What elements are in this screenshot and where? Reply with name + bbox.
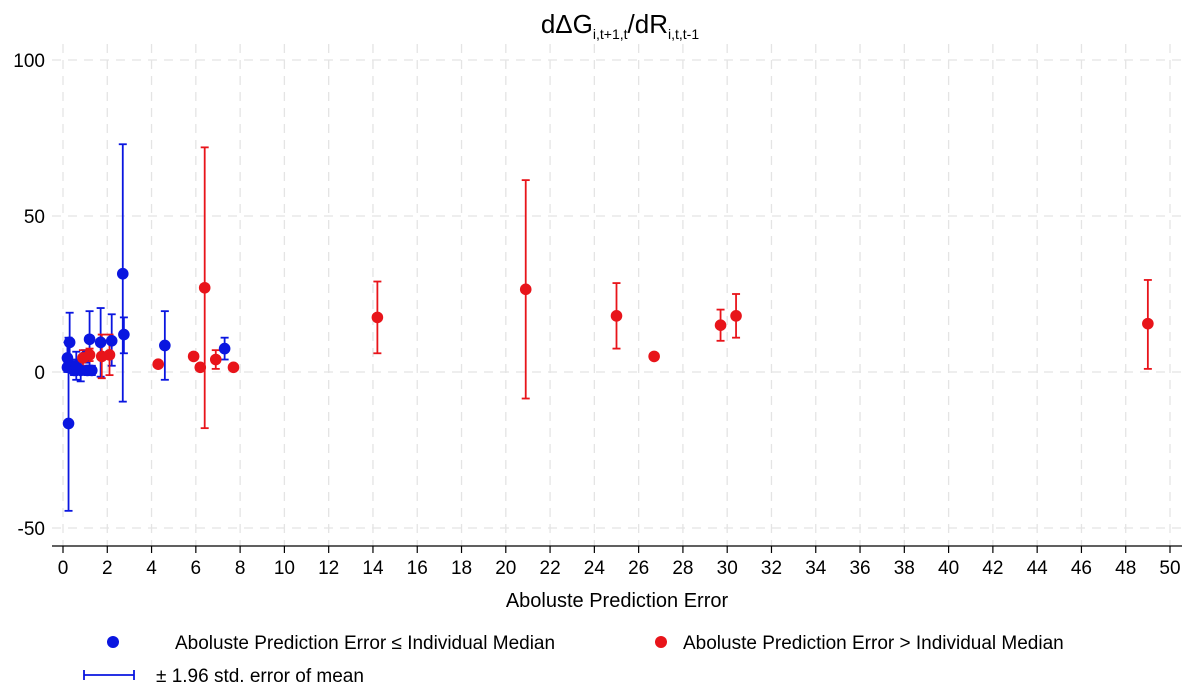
x-axis-label: Aboluste Prediction Error: [506, 590, 729, 612]
point-low: [218, 342, 231, 355]
point-low: [83, 333, 96, 346]
point-low: [62, 417, 75, 430]
x-tick-label: 34: [805, 558, 827, 579]
point-low: [105, 335, 118, 347]
x-tick-label: 16: [407, 558, 428, 579]
point-low: [159, 339, 171, 352]
legend-label-high: Aboluste Prediction Error > Individual M…: [683, 633, 1064, 654]
point-high: [187, 350, 200, 363]
legend-errorbar-icon: [83, 670, 135, 680]
x-axis-ticks: 0 2 4 6 8 10 12 14 16 18 20 22 24 26 28 30 32 34 36 38 40 42 4…: [58, 546, 1181, 579]
point-high: [730, 310, 742, 322]
x-tick-label: 14: [362, 558, 384, 579]
legend: Aboluste Prediction Error ≤ Individual M…: [83, 633, 1064, 687]
point-high: [194, 361, 207, 374]
x-tick-label: 2: [102, 558, 113, 579]
x-tick-label: 0: [58, 558, 69, 579]
point-high: [371, 311, 384, 324]
point-high: [714, 319, 727, 332]
point-high: [1142, 317, 1154, 330]
y-axis-ticks: -50 0 50 100: [13, 51, 45, 540]
y-tick-label: 100: [13, 51, 45, 72]
y-tick-label: 50: [24, 207, 45, 228]
point-high: [227, 361, 240, 374]
x-tick-label: 18: [451, 558, 472, 579]
legend-marker-low: [107, 636, 119, 648]
grid-lines: [52, 44, 1182, 546]
x-tick-label: 38: [894, 558, 915, 579]
legend-marker-high: [655, 636, 667, 648]
point-high: [152, 358, 165, 371]
x-tick-label: 50: [1159, 558, 1180, 579]
y-tick-label: 0: [34, 363, 45, 384]
point-low: [63, 336, 76, 349]
error-bars: [63, 143, 1152, 512]
point-high: [610, 310, 623, 322]
x-tick-label: 44: [1027, 558, 1049, 579]
x-tick-label: 10: [274, 558, 295, 579]
point-high: [648, 350, 660, 363]
x-tick-label: 22: [540, 558, 561, 579]
x-tick-label: 26: [628, 558, 649, 579]
x-tick-label: 48: [1115, 558, 1136, 579]
x-tick-label: 40: [938, 558, 959, 579]
point-high: [198, 281, 211, 294]
legend-label-low: Aboluste Prediction Error ≤ Individual M…: [175, 633, 555, 654]
point-high: [83, 349, 96, 361]
x-tick-label: 42: [982, 558, 1003, 579]
x-tick-label: 30: [717, 558, 738, 579]
chart-title: dΔGi,t+1,t/dRi,t,t-1: [541, 9, 700, 42]
x-tick-label: 46: [1071, 558, 1092, 579]
point-low: [94, 336, 107, 349]
x-tick-label: 20: [495, 558, 516, 579]
x-tick-label: 28: [672, 558, 693, 579]
x-tick-label: 6: [191, 558, 202, 579]
x-tick-label: 36: [849, 558, 870, 579]
data-points: [61, 267, 1154, 430]
x-tick-label: 12: [318, 558, 339, 579]
legend-label-errorbar: ± 1.96 std. error of mean: [156, 666, 364, 687]
point-low: [118, 328, 130, 341]
point-high: [519, 283, 532, 296]
x-tick-label: 32: [761, 558, 782, 579]
x-tick-label: 4: [146, 558, 157, 579]
point-low: [116, 267, 129, 280]
point-high: [103, 349, 116, 361]
x-tick-label: 8: [235, 558, 246, 579]
point-high: [209, 353, 222, 366]
y-tick-label: -50: [18, 519, 45, 540]
x-tick-label: 24: [584, 558, 606, 579]
point-low: [85, 364, 98, 377]
